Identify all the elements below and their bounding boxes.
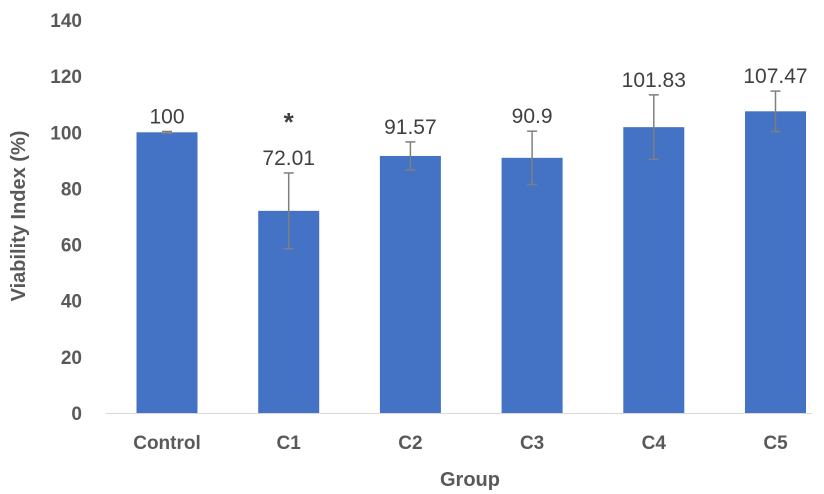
- x-tick-label: C5: [763, 433, 788, 454]
- x-tick-label: C3: [520, 433, 544, 454]
- x-tick-label: C4: [642, 433, 667, 454]
- y-tick-label: 140: [50, 11, 82, 32]
- error-bar: [648, 94, 659, 161]
- bar: [136, 132, 198, 414]
- error-bar: [405, 141, 416, 171]
- significance-mark: *: [284, 107, 295, 137]
- data-label: 90.9: [512, 105, 553, 128]
- annotations: *: [284, 107, 295, 137]
- bar: [501, 157, 563, 413]
- x-tick-label: Control: [133, 433, 201, 454]
- y-tick-label: 40: [61, 292, 82, 313]
- y-tick-label: 100: [50, 123, 82, 144]
- data-labels: 100 72.01 91.57 90.9 101.83 107.47: [149, 65, 807, 170]
- data-label: 72.01: [262, 147, 315, 170]
- x-axis-title: Group: [440, 469, 500, 491]
- bars: [136, 111, 806, 414]
- bar: [379, 155, 441, 413]
- data-label: 101.83: [622, 69, 686, 92]
- y-tick-label: 20: [61, 348, 82, 369]
- y-axis-title: Viability Index (%): [8, 131, 30, 302]
- y-tick-label: 120: [50, 67, 82, 88]
- data-label: 100: [149, 105, 184, 128]
- error-bar: [162, 130, 172, 134]
- error-bar: [283, 172, 294, 250]
- x-tick-label: C2: [398, 433, 422, 454]
- error-bar: [527, 130, 538, 186]
- data-label: 107.47: [743, 65, 807, 88]
- y-tick-label: 80: [61, 179, 82, 200]
- data-label: 91.57: [384, 116, 437, 139]
- y-axis-ticks: 0 20 40 60 80 100 120 140: [50, 11, 82, 425]
- error-bars: [162, 90, 781, 250]
- error-bar: [770, 90, 781, 133]
- bar: [623, 127, 685, 413]
- x-axis-ticks: Control C1 C2 C3 C4 C5: [133, 433, 788, 454]
- y-tick-label: 60: [61, 236, 82, 257]
- y-tick-label: 0: [71, 404, 82, 425]
- x-tick-label: C1: [277, 433, 302, 454]
- bar: [745, 111, 806, 414]
